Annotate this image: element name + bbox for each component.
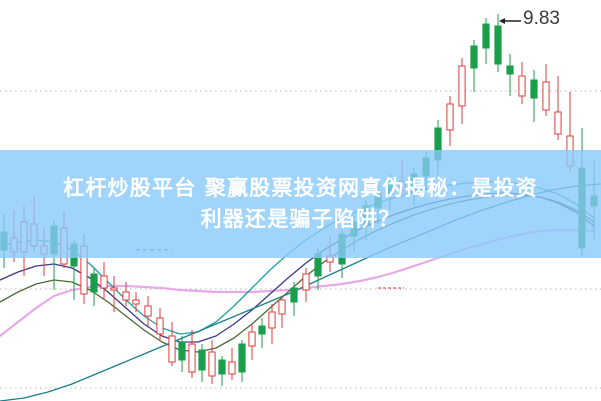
candle-29 (302, 268, 310, 302)
candle-42 (458, 58, 466, 124)
candle-22 (228, 348, 236, 380)
candle-43 (470, 40, 478, 92)
candle-46 (506, 54, 514, 96)
candle-21 (218, 356, 226, 386)
candle-15 (156, 308, 164, 340)
candle-50 (554, 76, 562, 140)
arrow-left-icon (499, 18, 521, 24)
candle-9 (90, 268, 98, 306)
candle-11 (110, 276, 118, 312)
candle-16 (168, 322, 176, 366)
candle-12 (122, 282, 130, 306)
price-annotation: 9.83 (497, 8, 560, 30)
candle-17 (178, 336, 186, 372)
candle-18 (188, 330, 196, 378)
candle-23 (238, 340, 246, 382)
candle-26 (268, 304, 276, 344)
candle-45 (494, 14, 502, 72)
candle-20 (208, 340, 216, 384)
headline-overlay-band (0, 150, 601, 258)
candle-27 (278, 296, 286, 328)
candle-14 (144, 296, 152, 326)
price-label: 9.83 (523, 8, 560, 29)
candle-19 (198, 344, 206, 382)
candle-10 (100, 262, 108, 300)
candle-47 (518, 62, 526, 104)
candle-25 (258, 318, 266, 348)
candle-49 (542, 64, 550, 116)
candle-48 (530, 70, 538, 122)
candle-13 (132, 292, 140, 312)
candle-41 (446, 96, 454, 146)
candle-44 (482, 18, 490, 64)
candle-24 (248, 324, 256, 360)
candle-28 (290, 282, 298, 316)
